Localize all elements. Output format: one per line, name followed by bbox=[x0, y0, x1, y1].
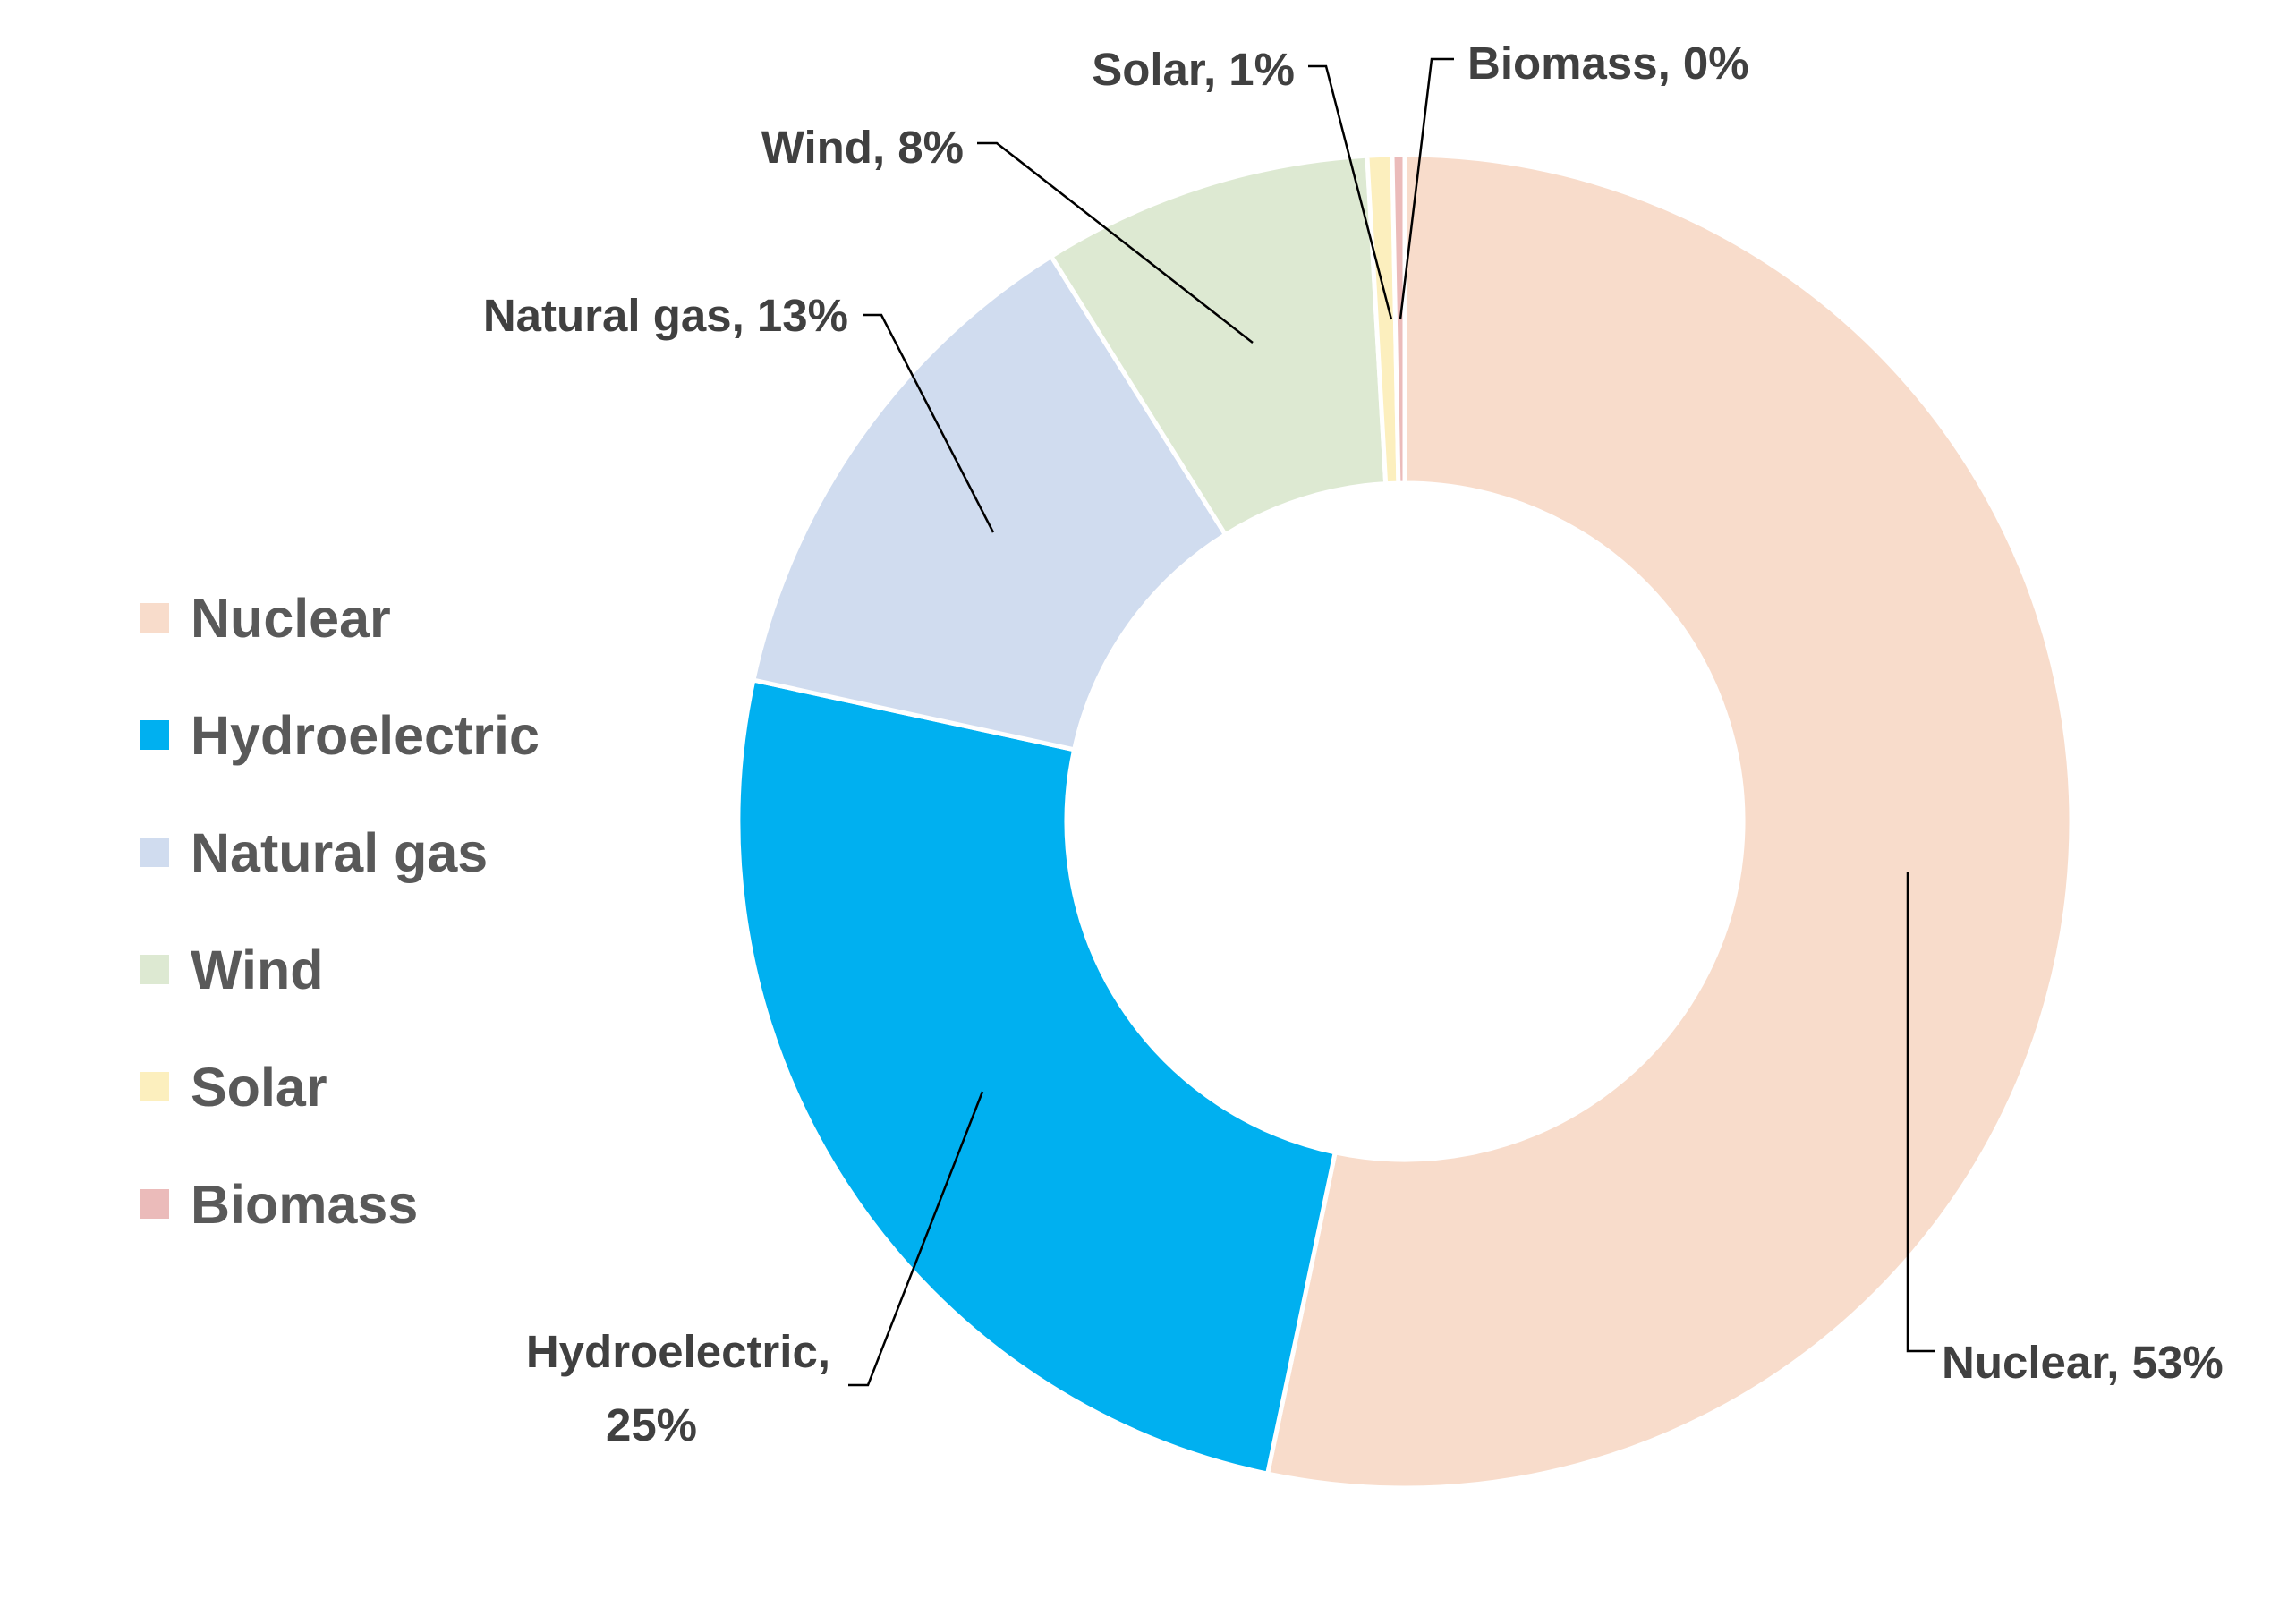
leader-line-biomass bbox=[1399, 57, 1454, 320]
slice-nuclear bbox=[1264, 152, 2074, 1491]
legend-swatch bbox=[140, 603, 169, 633]
data-labels: Nuclear, 53% Hydroelectric, 25% Natural gas… bbox=[483, 38, 2224, 1450]
legend-item-natural-gas: Natural gas bbox=[140, 794, 540, 911]
slice-biomass bbox=[1390, 152, 1407, 486]
legend-item-biomass: Biomass bbox=[140, 1145, 540, 1263]
data-label-biomass: Biomass, 0% bbox=[1467, 38, 1749, 89]
leader-lines bbox=[848, 57, 1935, 1387]
leader-line-wind bbox=[977, 141, 1254, 344]
legend-swatch bbox=[140, 1072, 169, 1101]
data-label-wind: Wind, 8% bbox=[761, 122, 964, 173]
legend-item-nuclear: Nuclear bbox=[140, 559, 540, 676]
data-label-line: Wind, 8% bbox=[761, 122, 964, 173]
legend-swatch bbox=[140, 955, 169, 984]
legend-label: Hydroelectric bbox=[191, 704, 540, 766]
legend-item-wind: Wind bbox=[140, 911, 540, 1028]
data-label-line: Hydroelectric, bbox=[526, 1326, 830, 1377]
legend-swatch bbox=[140, 720, 169, 750]
legend-swatch bbox=[140, 1189, 169, 1219]
data-label-line: Nuclear, 53% bbox=[1942, 1337, 2224, 1388]
slice-natural-gas bbox=[750, 253, 1229, 752]
legend-item-solar: Solar bbox=[140, 1028, 540, 1145]
legend: Nuclear Hydroelectric Natural gas Wind Solar… bbox=[140, 559, 540, 1263]
leader-line-natural-gas bbox=[863, 313, 995, 533]
data-label-line: Solar, 1% bbox=[1092, 44, 1295, 95]
donut-slices bbox=[736, 152, 2074, 1491]
legend-label: Biomass bbox=[191, 1173, 419, 1235]
data-label-natural-gas: Natural gas, 13% bbox=[483, 290, 848, 341]
legend-label: Wind bbox=[191, 939, 324, 1000]
data-label-line: 25% bbox=[606, 1399, 697, 1450]
legend-label: Nuclear bbox=[191, 587, 391, 649]
data-label-hydroelectric: Hydroelectric, 25% bbox=[526, 1326, 830, 1450]
data-label-line: Biomass, 0% bbox=[1467, 38, 1749, 89]
slice-hydroelectric bbox=[736, 677, 1339, 1477]
data-label-solar: Solar, 1% bbox=[1092, 44, 1295, 95]
legend-label: Solar bbox=[191, 1056, 327, 1118]
legend-swatch bbox=[140, 838, 169, 867]
legend-item-hydroelectric: Hydroelectric bbox=[140, 676, 540, 794]
data-label-line: Natural gas, 13% bbox=[483, 290, 848, 341]
legend-label: Natural gas bbox=[191, 821, 489, 883]
leader-line-nuclear bbox=[1906, 872, 1935, 1353]
leader-line-solar bbox=[1308, 64, 1393, 320]
leader-line-hydroelectric bbox=[848, 1091, 984, 1387]
data-label-nuclear: Nuclear, 53% bbox=[1942, 1337, 2224, 1388]
